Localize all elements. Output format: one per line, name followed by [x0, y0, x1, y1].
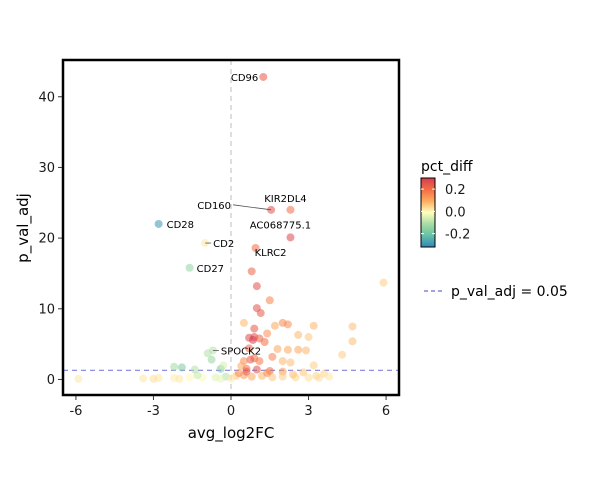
data-point [283, 320, 292, 329]
y-tick-label: 0 [47, 373, 55, 388]
threshold-legend-label: p_val_adj = 0.05 [451, 284, 568, 300]
data-point [154, 219, 163, 228]
y-tick-label: 30 [38, 161, 55, 176]
data-point [278, 357, 287, 366]
data-point [239, 318, 248, 327]
color-legend: pct_diff 0.2 0.0 -0.2 [420, 159, 473, 248]
data-point [246, 355, 255, 364]
data-point [177, 363, 186, 372]
y-tick-label: 40 [38, 90, 55, 105]
data-point [294, 345, 303, 354]
y-tick-label: 10 [38, 302, 55, 317]
color-legend-ticks: 0.2 0.0 -0.2 [421, 183, 470, 243]
x-tick-label: 6 [382, 404, 390, 419]
data-point [219, 361, 228, 370]
data-point [255, 357, 264, 366]
gene-label: CD27 [197, 264, 224, 275]
data-point [227, 374, 235, 383]
data-point [252, 282, 261, 291]
data-point [304, 333, 313, 342]
data-point [247, 372, 256, 381]
x-axis-title: avg_log2FC [188, 424, 275, 443]
data-point [251, 243, 260, 252]
points-layer [74, 72, 388, 383]
data-point [170, 362, 179, 371]
gene-label: KLRC2 [255, 248, 287, 259]
data-point [193, 371, 202, 380]
data-point [286, 233, 295, 242]
data-point [259, 72, 268, 81]
data-point [139, 374, 148, 383]
data-point [348, 337, 357, 346]
data-point [278, 372, 287, 381]
color-legend-bar [420, 177, 436, 248]
color-legend-tick-label: 0.0 [445, 205, 466, 220]
data-point [185, 373, 194, 382]
data-point [304, 373, 313, 382]
data-point [268, 352, 277, 361]
data-point [252, 365, 261, 374]
gene-label: CD160 [197, 201, 231, 212]
gene-label: SPOCK2 [221, 346, 261, 357]
data-point [263, 329, 272, 338]
data-point [265, 296, 274, 305]
plot-panel-border [61, 58, 401, 397]
data-point [248, 335, 257, 344]
data-point [294, 330, 303, 339]
data-point [260, 337, 269, 346]
gene-label: CD96 [231, 73, 258, 84]
gene-label: KIR2DL4 [264, 194, 306, 205]
data-point [301, 346, 310, 355]
data-point [273, 345, 282, 354]
data-point [286, 205, 295, 214]
gene-label: AC068775.1 [250, 220, 311, 231]
data-point [270, 321, 279, 330]
data-point [175, 374, 184, 383]
data-point [256, 309, 265, 318]
threshold-legend: p_val_adj = 0.05 [424, 284, 568, 300]
data-point [289, 370, 298, 379]
data-point [250, 324, 259, 333]
data-point [247, 267, 256, 276]
x-tick-label: -6 [69, 404, 82, 419]
label-connector [233, 204, 272, 211]
data-point [245, 344, 254, 353]
color-legend-tick-label: -0.2 [445, 228, 470, 243]
data-point [185, 263, 194, 272]
y-tick-label: 20 [38, 232, 55, 247]
y-axis: 0 10 20 30 40 [38, 90, 62, 388]
data-point [379, 278, 388, 287]
data-point [309, 361, 318, 370]
data-point [325, 372, 334, 381]
data-point [207, 355, 216, 364]
data-point [149, 374, 158, 383]
reference-lines [63, 60, 399, 395]
x-axis: -6 -3 0 3 6 [69, 396, 390, 419]
gene-label: CD2 [213, 239, 234, 250]
gene-label: CD28 [167, 220, 194, 231]
color-legend-tick-label: 0.2 [445, 183, 466, 198]
data-point [263, 369, 272, 378]
data-point [234, 369, 243, 378]
data-point [348, 322, 357, 331]
data-point [286, 358, 295, 367]
x-tick-label: -3 [147, 404, 160, 419]
data-point [299, 368, 308, 377]
data-point [338, 350, 347, 359]
y-axis-title: p_val_adj [14, 193, 33, 263]
data-point [242, 367, 251, 376]
data-point [309, 321, 318, 330]
data-point [74, 374, 83, 383]
x-tick-label: 3 [304, 404, 312, 419]
data-point [312, 371, 321, 380]
x-tick-label: 0 [227, 404, 235, 419]
color-legend-title: pct_diff [421, 159, 473, 175]
gene-labels-layer: CD96 CD160 KIR2DL4 CD28 AC068775.1 CD2 KLRC2 CD… [167, 73, 312, 358]
data-point [216, 374, 225, 383]
data-point [283, 345, 292, 354]
